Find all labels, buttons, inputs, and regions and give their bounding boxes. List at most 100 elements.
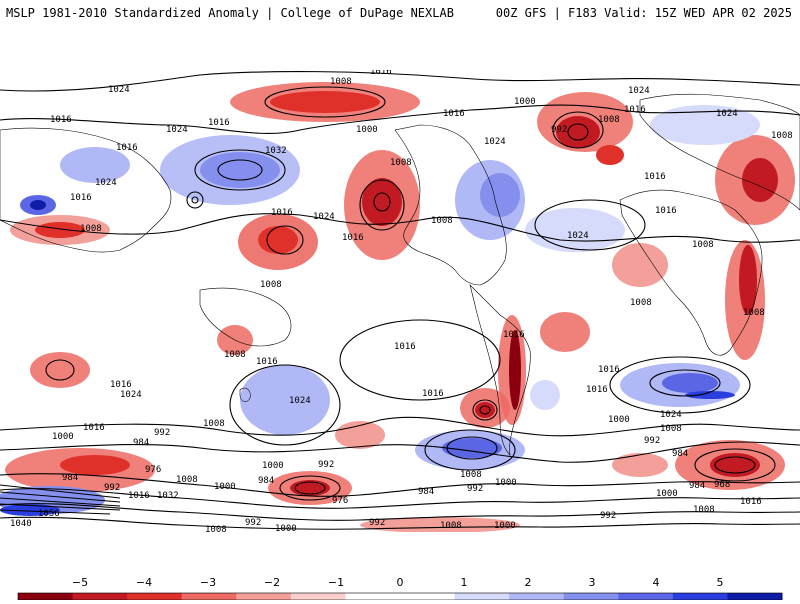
isobar-label: 992 bbox=[104, 483, 120, 493]
isobar-label: 1000 bbox=[356, 125, 378, 135]
isobar-label: 1016 bbox=[83, 423, 105, 433]
colorbar-swatch bbox=[672, 593, 728, 600]
isobar-line bbox=[266, 225, 304, 255]
isobar-label: 1016 bbox=[586, 385, 608, 395]
isobar-label: 1016 bbox=[598, 365, 620, 375]
isobar-label: 992 bbox=[369, 518, 385, 528]
anomaly-blob bbox=[480, 173, 520, 217]
isobar-line bbox=[609, 356, 751, 414]
colorbar-tick-label: −5 bbox=[72, 576, 88, 589]
isobar-label: 1008 bbox=[390, 158, 412, 168]
anomaly-blob bbox=[685, 391, 735, 399]
isobar-label: 1008 bbox=[598, 115, 620, 125]
anomaly-blob bbox=[475, 402, 495, 418]
isobar-label: 1024 bbox=[313, 212, 335, 222]
map-svg: 1016 1008 1024 1016 1024 1016 1032 1016 … bbox=[0, 70, 800, 532]
colorbar-swatch bbox=[127, 593, 183, 600]
colorbar-swatches bbox=[17, 592, 783, 601]
isobar-label: 992 bbox=[318, 460, 334, 470]
isobar-label: 1024 bbox=[660, 410, 682, 420]
isobar-label: 1008 bbox=[224, 350, 246, 360]
isobar-label: 1016 bbox=[342, 233, 364, 243]
isobar-line bbox=[191, 196, 199, 204]
isobar-line bbox=[264, 86, 386, 118]
isobar-label: 1016 bbox=[256, 357, 278, 367]
isobar-label: 992 bbox=[154, 428, 170, 438]
isobar-label: 1016 bbox=[740, 497, 762, 507]
colorbar-tick-label: 3 bbox=[589, 576, 596, 589]
isobar-label: 1016 bbox=[116, 143, 138, 153]
isobar-label: 1016 bbox=[70, 193, 92, 203]
isobar-label: 1016 bbox=[128, 491, 150, 501]
isobar-label: 1016 bbox=[271, 208, 293, 218]
isobar-label: 1024 bbox=[289, 396, 311, 406]
isobar-line bbox=[45, 359, 75, 381]
isobar-label: 1016 bbox=[655, 206, 677, 216]
map-area: 1016 1008 1024 1016 1024 1016 1032 1016 … bbox=[0, 70, 800, 532]
anomaly-blob bbox=[60, 455, 130, 475]
isobar-contours bbox=[0, 71, 800, 530]
anomaly-blob bbox=[35, 222, 85, 238]
colorbar-swatch bbox=[181, 593, 237, 600]
isobar-label: 1000 bbox=[656, 489, 678, 499]
isobar-label: 984 bbox=[418, 487, 434, 497]
isobar-label: 1008 bbox=[630, 298, 652, 308]
coastline bbox=[639, 93, 800, 211]
isobar-label: 1008 bbox=[771, 131, 793, 141]
isobar-label: 1032 bbox=[265, 146, 287, 156]
isobar-label: 1008 bbox=[440, 521, 462, 531]
colorbar-tick-label: 0 bbox=[397, 576, 404, 589]
coastline bbox=[0, 127, 172, 253]
isobar-line bbox=[479, 405, 491, 415]
anomaly-blob bbox=[612, 243, 668, 287]
anomaly-blob bbox=[0, 504, 60, 516]
isobar-label: 984 bbox=[672, 449, 688, 459]
anomaly-blob bbox=[556, 116, 600, 148]
isobar-label: 1024 bbox=[108, 85, 130, 95]
anomaly-blob bbox=[650, 105, 760, 145]
isobar-label: 1000 bbox=[214, 482, 236, 492]
anomaly-blob bbox=[739, 245, 757, 315]
title-left: MSLP 1981-2010 Standardized Anomaly | Co… bbox=[6, 6, 454, 20]
colorbar-swatch bbox=[236, 593, 292, 600]
isobar-label: 1016 bbox=[370, 70, 392, 77]
isobar-line bbox=[186, 191, 204, 209]
isobar-label: 1008 bbox=[431, 216, 453, 226]
anomaly-blob bbox=[612, 453, 668, 477]
anomaly-blob bbox=[30, 200, 46, 210]
coastline bbox=[619, 189, 763, 356]
isobar-label: 1008 bbox=[203, 419, 225, 429]
isobar-label: 1024 bbox=[484, 137, 506, 147]
anomaly-blob bbox=[662, 373, 718, 393]
isobar-label: 1024 bbox=[628, 86, 650, 96]
isobar-label: 1000 bbox=[495, 478, 517, 488]
isobar-label: 968 bbox=[714, 480, 730, 490]
anomaly-blob bbox=[200, 152, 280, 188]
isobar-line bbox=[294, 481, 326, 495]
colorbar-swatch bbox=[345, 593, 401, 600]
coastlines bbox=[0, 93, 800, 456]
colorbar-swatch bbox=[727, 593, 783, 600]
isobar-label: 1040 bbox=[10, 519, 32, 529]
isobar-line bbox=[0, 71, 800, 92]
isobar-line bbox=[534, 199, 646, 251]
isobar-label: 1008 bbox=[176, 475, 198, 485]
isobar-label: 992 bbox=[245, 518, 261, 528]
isobar-label: 1016 bbox=[394, 342, 416, 352]
isobar-label: 1008 bbox=[693, 505, 715, 515]
colorbar-tick-label: 4 bbox=[653, 576, 660, 589]
title-right: 00Z GFS | F183 Valid: 15Z WED APR 02 202… bbox=[495, 6, 792, 20]
isobar-line bbox=[0, 416, 800, 437]
isobar-line bbox=[279, 475, 341, 501]
isobar-line bbox=[339, 319, 501, 401]
isobar-line bbox=[0, 484, 121, 515]
colorbar-swatch bbox=[454, 593, 510, 600]
isobar-line bbox=[229, 364, 341, 446]
colorbar-tick-label: −1 bbox=[328, 576, 344, 589]
isobar-label: 1000 bbox=[275, 524, 297, 532]
isobar-line bbox=[0, 488, 800, 509]
anomaly-blob bbox=[362, 178, 402, 226]
colorbar-svg: −5 −4 −3 −2 −1 0 1 2 3 4 5 bbox=[17, 576, 783, 601]
isobar-label: 984 bbox=[258, 476, 274, 486]
isobar-label: 1000 bbox=[514, 97, 536, 107]
